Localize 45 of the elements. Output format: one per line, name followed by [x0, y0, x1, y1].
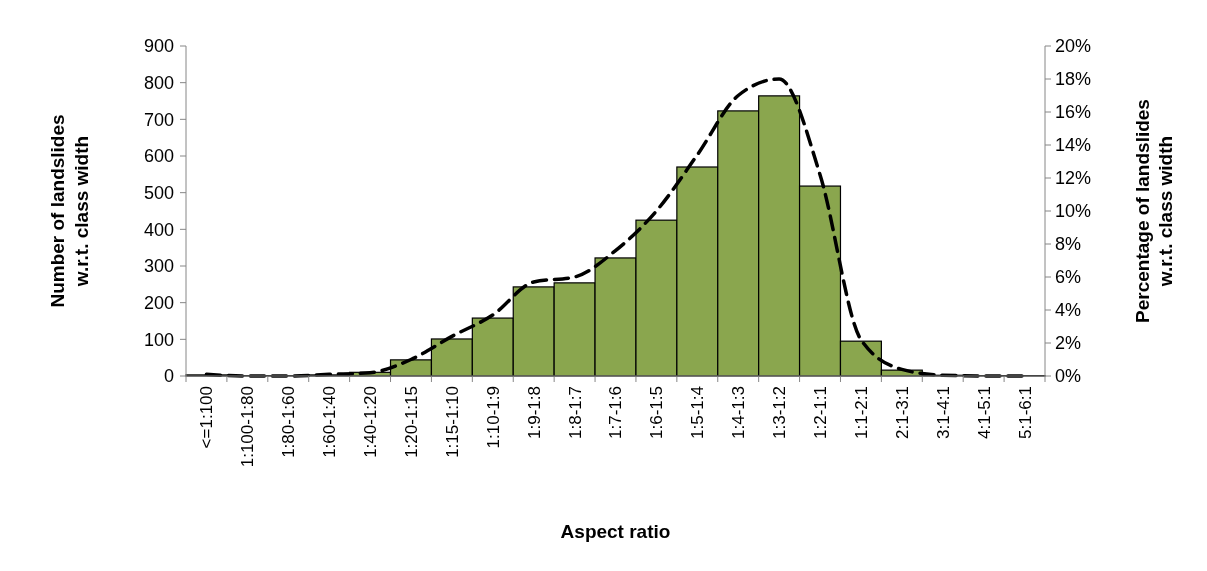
- x-tick-label: 1:7-1:6: [606, 386, 626, 439]
- y2-tick-label: 4%: [1055, 300, 1082, 321]
- y2-tick-label: 10%: [1055, 201, 1092, 222]
- y-tick-label: 700: [143, 109, 174, 130]
- y-tick-label: 500: [143, 182, 174, 203]
- y2-tick-label: 2%: [1055, 333, 1082, 354]
- y-tick-label: 100: [143, 329, 174, 350]
- x-tick-label: 4:1-5:1: [974, 386, 994, 439]
- y2-axis-title: Percentage of landslides w.r.t. class width: [1131, 99, 1177, 323]
- x-tick-label: 5:1-6:1: [1015, 386, 1035, 439]
- x-tick-label: 1:60-1:40: [320, 386, 340, 458]
- x-tick-label: 1:15-1:10: [442, 386, 462, 458]
- y2-tick-label: 8%: [1055, 234, 1082, 255]
- x-tick-label: 1:9-1:8: [524, 386, 544, 439]
- y-tick-label: 200: [143, 292, 174, 313]
- y-tick-label: 800: [143, 72, 174, 93]
- y2-tick-label: 14%: [1055, 135, 1092, 156]
- x-tick-label: 3:1-4:1: [933, 386, 953, 439]
- x-tick-label: 1:6-1:5: [647, 386, 667, 439]
- x-tick-label: 1:2-1:1: [810, 386, 830, 439]
- y-tick-label: 400: [143, 219, 174, 240]
- y-tick-label: 0: [163, 366, 174, 387]
- x-tick-label: <=1:100: [197, 386, 217, 449]
- x-tick-label: 1:5-1:4: [688, 386, 708, 439]
- y-tick-label: 600: [143, 146, 174, 167]
- x-tick-label: 1:100-1:80: [238, 386, 258, 468]
- x-axis-title: Aspect ratio: [560, 521, 671, 542]
- y2-tick-label: 16%: [1055, 102, 1092, 123]
- x-tick-label: 1:20-1:15: [401, 386, 421, 458]
- y2-tick-label: 0%: [1055, 366, 1082, 387]
- x-tick-label: 1:4-1:3: [729, 386, 749, 439]
- y-tick-label: 900: [143, 36, 174, 57]
- x-tick-label: 1:80-1:60: [279, 386, 299, 458]
- y2-tick-label: 18%: [1055, 69, 1092, 90]
- y-axis-title: Number of landslides w.r.t. class width: [47, 114, 92, 308]
- y2-tick-label: 20%: [1055, 36, 1092, 57]
- x-tick-label: 1:3-1:2: [770, 386, 790, 439]
- x-tick-label: 1:10-1:9: [483, 386, 503, 449]
- x-tick-label: 2:1-3:1: [892, 386, 912, 439]
- y-tick-label: 300: [143, 256, 174, 277]
- y2-tick-label: 6%: [1055, 267, 1082, 288]
- y2-tick-label: 12%: [1055, 168, 1092, 189]
- x-tick-label: 1:40-1:20: [361, 386, 381, 458]
- x-tick-label: 1:8-1:7: [565, 386, 585, 439]
- x-tick-label: 1:1-2:1: [851, 386, 871, 439]
